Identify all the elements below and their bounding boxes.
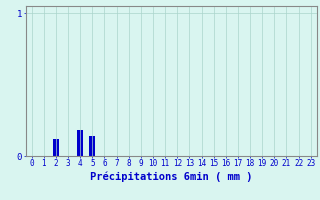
Bar [77, 130, 83, 156]
Bar [53, 139, 59, 156]
Bar [89, 136, 95, 156]
X-axis label: Précipitations 6min ( mm ): Précipitations 6min ( mm ) [90, 171, 252, 182]
